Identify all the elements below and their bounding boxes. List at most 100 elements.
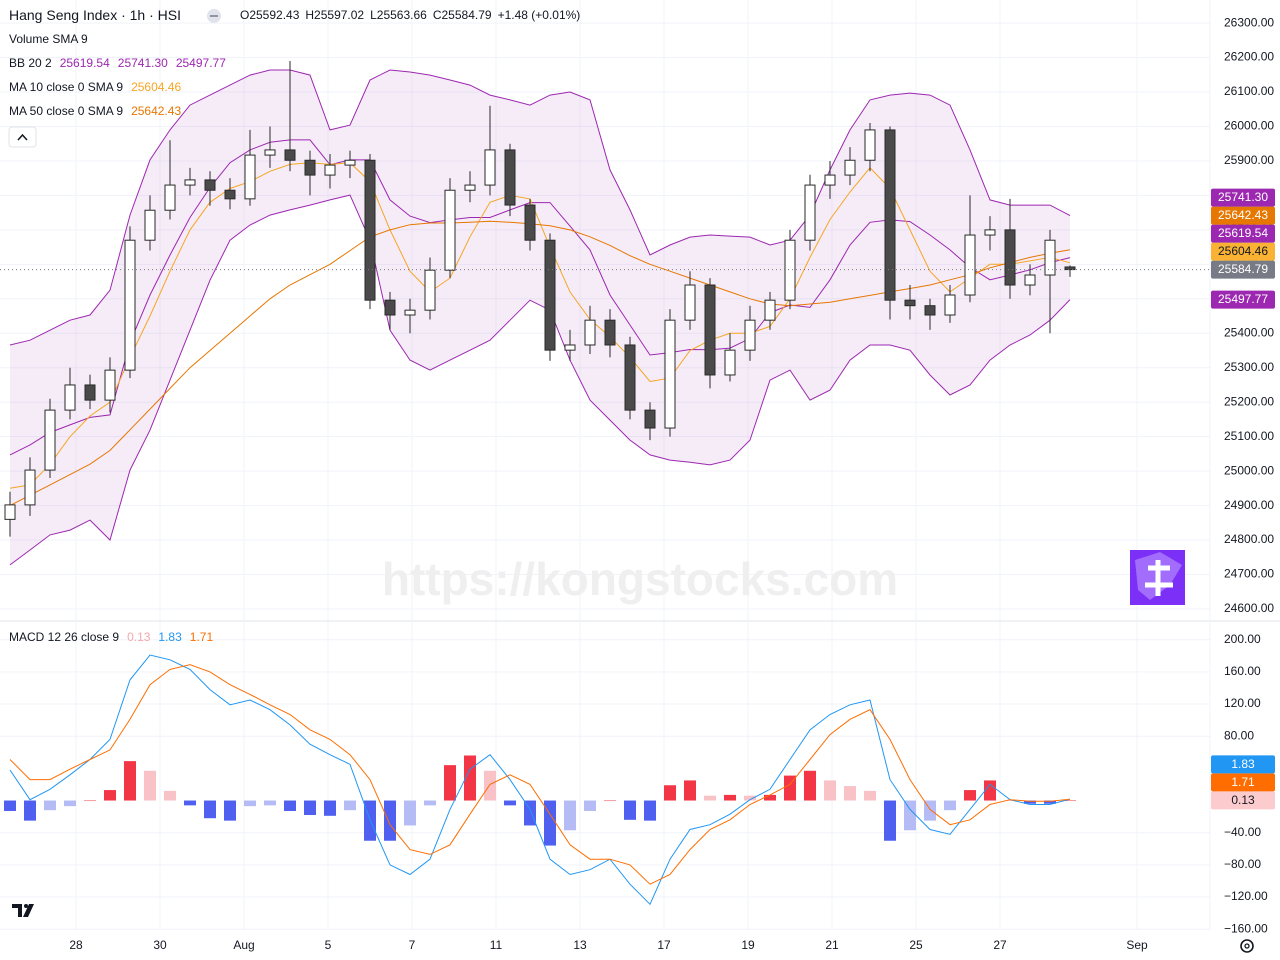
histogram-bar (704, 795, 716, 801)
candle-body (624, 344, 636, 411)
candle-body (484, 149, 496, 186)
candle-body (184, 179, 196, 186)
price-tag (1211, 188, 1275, 207)
histogram-bar (1064, 800, 1076, 801)
band-upper (9, 69, 1071, 346)
candle-body (584, 319, 596, 346)
tv-logo-t (12, 904, 22, 917)
legend-value: 25642.43 (131, 104, 181, 118)
histogram-bar (184, 800, 196, 806)
histogram-bar (344, 800, 356, 811)
histogram-bar (644, 800, 656, 821)
histogram-bar (164, 790, 176, 801)
y-tick-label: 24800.00 (1224, 532, 1274, 546)
candle-body (64, 384, 76, 411)
candle-body (764, 299, 776, 321)
histogram-bar (764, 794, 776, 801)
candle-body (824, 174, 836, 186)
histogram-bar (304, 800, 316, 816)
price-tag-label: 25604.46 (1218, 244, 1268, 258)
histogram-bar (284, 800, 296, 811)
candle-body (704, 284, 716, 376)
candle-body (984, 229, 996, 236)
candle-body (964, 234, 976, 296)
signal-line (9, 664, 1071, 885)
band-fill (10, 70, 1070, 565)
y-tick-label: 25100.00 (1224, 429, 1274, 443)
histogram-bar (144, 770, 156, 801)
price-tag-label: 1.83 (1231, 757, 1255, 771)
logo-glyph (1145, 560, 1173, 596)
x-tick-label: 19 (741, 938, 755, 952)
histogram-bar (624, 800, 636, 820)
candle-body (684, 284, 696, 321)
candle-body (924, 305, 936, 316)
y-tick-label: 26200.00 (1224, 50, 1274, 64)
histogram-bar (744, 795, 756, 801)
candle-body (844, 159, 856, 176)
histogram-bar (864, 790, 876, 801)
y-tick-label: −80.00 (1224, 857, 1261, 871)
histogram-bar (1024, 800, 1036, 804)
candle-body (44, 409, 56, 471)
legend-value: 1.71 (190, 630, 214, 644)
histogram-bar (484, 770, 496, 801)
y-tick-label: 24600.00 (1224, 601, 1274, 615)
legend-layer: Hang Seng Index · 1h · HSI O25592.43 H2559… (9, 7, 580, 644)
y-tick-label: 120.00 (1224, 696, 1261, 710)
watermark: https://kongstocks.com (382, 553, 898, 605)
candle-body (384, 299, 396, 316)
ohlc-value: O25592.43 (240, 8, 300, 22)
candle-body (504, 149, 516, 206)
tv-logo (12, 904, 34, 917)
candle-body (724, 349, 736, 376)
y-tick-label: 26100.00 (1224, 84, 1274, 98)
candle-body (544, 239, 556, 351)
histogram-bar (104, 790, 116, 801)
candle-body (284, 149, 296, 161)
x-tick-label: 28 (69, 938, 83, 952)
ohlc-value: C25584.79 (433, 8, 492, 22)
legend-line: O25592.43 H25597.02 L25563.66 C25584.79 +1.4… (240, 8, 580, 22)
histogram-bar (604, 800, 616, 802)
histogram-bar (944, 800, 956, 811)
chart-title: Hang Seng Index · 1h · HSI (9, 7, 181, 23)
y-tick-label: 25300.00 (1224, 360, 1274, 374)
histogram-bar (964, 790, 976, 801)
y-tick-label: 200.00 (1224, 632, 1261, 646)
x-tick-label: 30 (153, 938, 167, 952)
y-tick-label: 26000.00 (1224, 119, 1274, 133)
histogram-bar (384, 800, 396, 841)
histogram-bar (784, 775, 796, 801)
y-tick-label: 24700.00 (1224, 567, 1274, 581)
candle-body (304, 159, 316, 176)
candle-body (4, 504, 16, 520)
legend-value: 25604.46 (131, 80, 181, 94)
candle-body (564, 344, 576, 351)
legend-value: 25619.54 (60, 56, 110, 70)
candle-body (204, 179, 216, 191)
price-tag (1211, 791, 1275, 810)
candle-body (744, 319, 756, 351)
candle-body (864, 129, 876, 161)
y-tick-label: 160.00 (1224, 664, 1261, 678)
legend-value: 25497.77 (176, 56, 226, 70)
price-tag-label: 0.13 (1231, 793, 1255, 807)
candle-body (944, 294, 956, 316)
tv-logo-dot (24, 904, 28, 908)
x-tick-label: 17 (657, 938, 671, 952)
price-tag (1211, 755, 1275, 774)
price-tag-label: 1.71 (1231, 775, 1255, 789)
x-tick-label: 11 (490, 938, 503, 952)
candle-body (1004, 229, 1016, 286)
brand-logo (1130, 550, 1185, 605)
candle-body (144, 209, 156, 241)
histogram-bar (44, 800, 56, 811)
settings-icon[interactable] (1240, 939, 1254, 953)
collapse-chevron (17, 133, 28, 141)
tag-layer: 25497.77 25584.79 25604.46 25619.54 25642.43… (1211, 188, 1275, 810)
legend-label: Volume SMA 9 (9, 32, 88, 46)
collapse-button[interactable] (8, 126, 37, 148)
legend-label: BB 20 2 (9, 56, 52, 70)
